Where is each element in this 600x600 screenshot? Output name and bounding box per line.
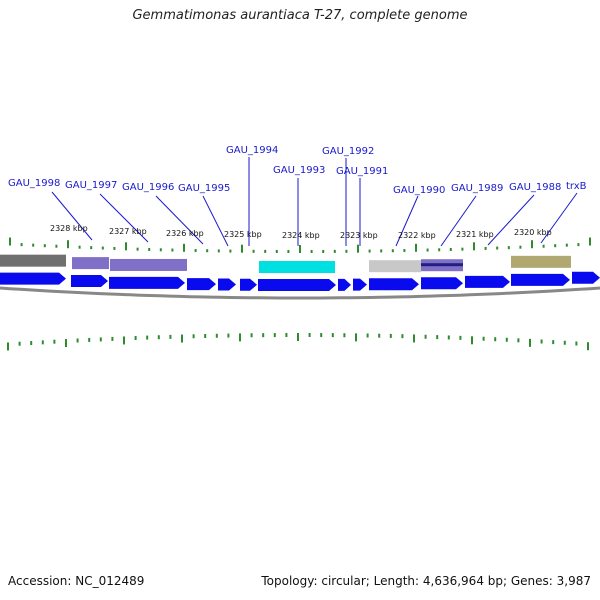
kbp-scale: 2328 kbp 2327 kbp 2326 kbp 2325 kbp 2324… bbox=[50, 224, 552, 240]
gene-label-gau-1988[interactable]: GAU_1988 bbox=[509, 182, 561, 193]
gene-arrow bbox=[258, 278, 336, 291]
leader-line bbox=[395, 195, 419, 247]
kbp-label-2327: 2327 kbp bbox=[109, 227, 147, 236]
feature-track bbox=[0, 254, 571, 273]
gene-label-trxb[interactable]: trxB bbox=[566, 181, 587, 192]
kbp-label-2328: 2328 kbp bbox=[50, 224, 88, 233]
gene-arrow bbox=[338, 278, 351, 291]
outer-tick-ring bbox=[9, 237, 591, 253]
gene-label-gau-1991[interactable]: GAU_1991 bbox=[336, 166, 388, 177]
gene-arrow bbox=[511, 273, 570, 286]
gene-label-gau-1992[interactable]: GAU_1992 bbox=[322, 146, 374, 157]
kbp-label-2320: 2320 kbp bbox=[514, 228, 552, 237]
gene-label-gau-1990[interactable]: GAU_1990 bbox=[393, 185, 445, 196]
gene-arrow bbox=[421, 277, 463, 290]
genome-title: Gemmatimonas aurantiaca T-27, complete g… bbox=[132, 8, 468, 23]
feature-block-cyan bbox=[259, 260, 335, 273]
kbp-label-2324: 2324 kbp bbox=[282, 231, 320, 240]
leader-line bbox=[540, 192, 578, 244]
gene-label-gau-1993[interactable]: GAU_1993 bbox=[273, 165, 325, 176]
gene-label-gau-1994[interactable]: GAU_1994 bbox=[226, 145, 278, 156]
gene-arrow bbox=[465, 275, 510, 288]
genome-summary-text: Topology: circular; Length: 4,636,964 bp… bbox=[261, 574, 591, 588]
kbp-label-2326: 2326 kbp bbox=[166, 229, 204, 238]
kbp-label-2321: 2321 kbp bbox=[456, 230, 494, 239]
feature-block-lightgray bbox=[369, 260, 421, 273]
gene-arrow bbox=[353, 278, 367, 291]
gene-arrow bbox=[109, 276, 185, 289]
gene-arrow bbox=[187, 278, 216, 291]
gene-label-gau-1995[interactable]: GAU_1995 bbox=[178, 183, 230, 194]
kbp-label-2325: 2325 kbp bbox=[224, 230, 262, 239]
leader-line bbox=[487, 194, 535, 246]
inner-tick-ring bbox=[7, 333, 589, 351]
feature-block-purple bbox=[72, 257, 109, 270]
accession-text: Accession: NC_012489 bbox=[8, 574, 145, 588]
gene-arrow-track bbox=[0, 271, 600, 291]
label-leaders bbox=[51, 157, 578, 247]
gene-arrow bbox=[71, 275, 108, 288]
leader-line bbox=[99, 193, 149, 243]
gene-label-gau-1989[interactable]: GAU_1989 bbox=[451, 183, 503, 194]
gene-arrow bbox=[0, 272, 66, 285]
feature-block-purple bbox=[110, 258, 187, 271]
leader-line bbox=[440, 195, 477, 247]
gene-label-gau-1997[interactable]: GAU_1997 bbox=[65, 180, 117, 191]
feature-block-olive bbox=[511, 255, 571, 268]
gene-label-gau-1996[interactable]: GAU_1996 bbox=[122, 182, 174, 193]
gene-labels: GAU_1998 GAU_1997 GAU_1996 GAU_1995 GAU_… bbox=[8, 145, 587, 196]
feature-block-navy bbox=[421, 263, 463, 267]
leader-line bbox=[155, 195, 204, 245]
genome-backbone bbox=[0, 286, 600, 300]
gene-arrow bbox=[572, 271, 600, 284]
gene-arrow bbox=[369, 278, 419, 291]
leader-line bbox=[202, 195, 229, 247]
gene-arrow bbox=[240, 278, 257, 291]
gene-arrow bbox=[218, 278, 236, 291]
kbp-label-2323: 2323 kbp bbox=[340, 231, 378, 240]
feature-block-gray bbox=[0, 254, 66, 267]
leader-line bbox=[51, 191, 93, 241]
kbp-label-2322: 2322 kbp bbox=[398, 231, 436, 240]
gene-label-gau-1998[interactable]: GAU_1998 bbox=[8, 178, 60, 189]
